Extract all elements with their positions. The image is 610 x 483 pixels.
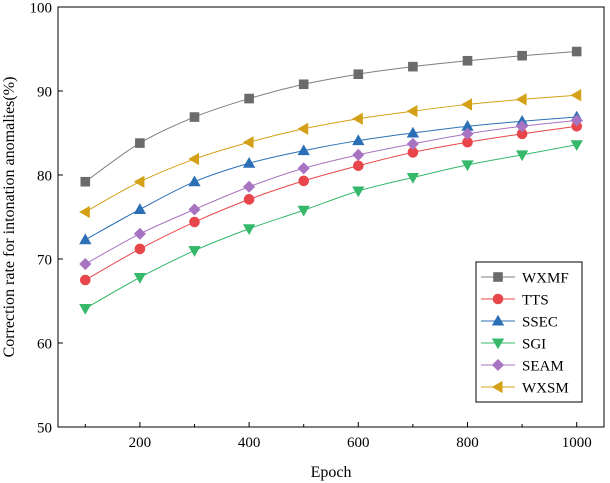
data-point-wxsm: [352, 112, 363, 125]
data-point-wxmf: [353, 69, 364, 79]
x-axis-label: Epoch: [311, 464, 352, 481]
legend-label-wxmf: WXMF: [522, 271, 569, 287]
data-point-sgi: [352, 186, 365, 198]
legend: WXMF TTS SSEC SGI SEAM WXSM: [475, 261, 583, 403]
data-point-sgi: [297, 205, 310, 217]
data-point-wxmf: [571, 46, 582, 57]
series-lines: [79, 46, 583, 315]
data-point-sgi: [570, 140, 583, 151]
data-point-wxmf: [298, 79, 309, 90]
x-tick-label: 600: [347, 435, 370, 451]
data-point-seam: [297, 162, 310, 175]
legend-marker-sgi: [491, 338, 505, 350]
series-line-wxsm: [85, 94, 577, 213]
legend-marker-tts: [492, 293, 504, 305]
data-point-seam: [406, 137, 419, 150]
data-point-ssec: [352, 134, 365, 146]
data-point-sgi: [79, 304, 92, 315]
data-point-wxmf: [462, 55, 473, 66]
y-tick-label: 60: [37, 337, 52, 353]
legend-label-seam: SEAM: [522, 359, 564, 375]
data-point-wxsm: [133, 175, 145, 188]
data-point-wxsm: [406, 105, 418, 118]
legend-marker-wxsm: [491, 380, 503, 394]
data-point-ssec: [188, 175, 201, 187]
data-point-wxsm: [188, 152, 200, 166]
data-point-seam: [188, 203, 201, 216]
data-point-wxmf: [80, 176, 91, 187]
legend-box: [475, 261, 583, 403]
data-point-sgi: [242, 224, 256, 235]
data-point-wxmf: [408, 61, 418, 72]
data-point-tts: [243, 194, 255, 205]
data-point-sgi: [461, 160, 474, 172]
data-point-ssec: [133, 203, 147, 214]
legend-label-sgi: SGI: [522, 337, 546, 353]
legend-marker-ssec: [491, 314, 505, 326]
legend-marker-seam: [491, 358, 505, 372]
y-tick-label: 80: [37, 169, 52, 185]
data-point-wxmf: [517, 50, 527, 61]
data-point-tts: [134, 243, 146, 255]
data-point-wxmf: [244, 93, 254, 104]
data-point-wxmf: [135, 138, 145, 148]
data-point-wxmf: [189, 112, 200, 122]
data-point-seam: [352, 148, 365, 161]
data-point-wxsm: [297, 122, 309, 135]
series-line-ssec: [85, 116, 577, 241]
data-point-tts: [298, 175, 310, 187]
series-line-seam: [85, 119, 577, 265]
data-point-ssec: [242, 157, 256, 168]
data-point-wxsm: [79, 205, 90, 219]
legend-label-wxsm: WXSM: [522, 381, 569, 397]
series-line-sgi: [85, 144, 577, 309]
data-point-tts: [352, 160, 364, 172]
series-line-tts: [85, 125, 577, 281]
series-line-wxmf: [85, 51, 577, 183]
legend-label-ssec: SSEC: [522, 315, 558, 331]
data-point-seam: [461, 127, 474, 140]
y-axis-label: Correction rate for intonation anomalies…: [1, 77, 18, 358]
y-tick-label: 90: [37, 85, 52, 101]
data-point-wxsm: [515, 93, 527, 106]
data-point-wxsm: [461, 98, 473, 111]
data-point-ssec: [79, 233, 92, 245]
data-point-wxsm: [242, 136, 254, 149]
legend-marker-wxmf: [493, 272, 503, 282]
x-tick-label: 1000: [562, 435, 592, 451]
data-point-seam: [133, 227, 146, 240]
data-point-seam: [243, 180, 256, 193]
data-point-ssec: [406, 126, 420, 138]
data-point-sgi: [133, 272, 147, 284]
data-point-seam: [79, 257, 92, 271]
data-point-sgi: [188, 246, 201, 257]
data-point-tts: [80, 274, 91, 286]
y-tick-label: 100: [30, 1, 53, 17]
data-point-tts: [189, 216, 200, 228]
data-point-seam: [570, 114, 583, 127]
y-tick-label: 50: [37, 421, 52, 437]
x-tick-label: 400: [238, 435, 261, 451]
axes: 50 60 70 80 90 100 200 400 600 800 1000: [30, 1, 592, 452]
data-point-ssec: [297, 144, 310, 156]
x-tick-label: 800: [456, 435, 479, 451]
y-tick-label: 70: [37, 253, 52, 269]
data-point-seam: [516, 120, 529, 133]
data-point-sgi: [406, 173, 420, 184]
x-tick-label: 200: [129, 435, 152, 451]
legend-label-tts: TTS: [522, 293, 549, 309]
data-point-wxsm: [570, 89, 582, 102]
data-point-sgi: [515, 150, 529, 162]
